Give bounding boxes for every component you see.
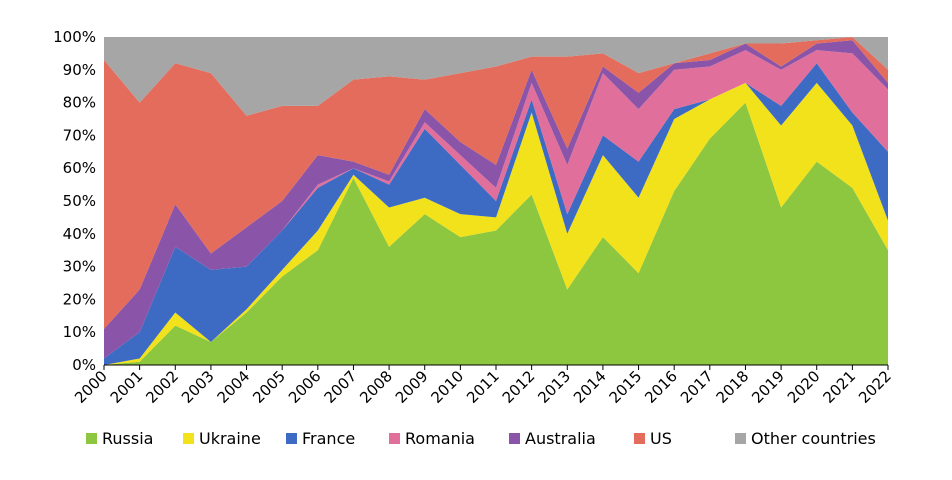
- x-tick-label: 2003: [178, 367, 218, 407]
- x-tick-label: 2011: [463, 367, 503, 407]
- x-tick-label: 2004: [214, 367, 254, 407]
- x-axis-ticks: 2000200120022003200420052006200720082009…: [71, 365, 895, 407]
- legend: Russia Ukraine France Romania Australia US Oth…: [86, 429, 876, 448]
- legend-swatch: [286, 433, 297, 444]
- y-tick-label: 70%: [63, 126, 96, 144]
- legend-swatch: [509, 433, 520, 444]
- legend-item-russia: Russia: [86, 429, 153, 448]
- y-tick-label: 0%: [72, 356, 96, 374]
- x-tick-label: 2015: [606, 367, 646, 407]
- legend-item-france: France: [286, 429, 355, 448]
- x-tick-label: 2012: [499, 367, 539, 407]
- x-tick-label: 2014: [570, 367, 610, 407]
- y-tick-label: 10%: [63, 323, 96, 341]
- legend-item-romania: Romania: [389, 429, 475, 448]
- x-tick-label: 2001: [107, 367, 147, 407]
- x-tick-label: 2002: [142, 367, 182, 407]
- x-tick-label: 2007: [321, 367, 361, 407]
- legend-label: Russia: [102, 429, 153, 448]
- x-tick-label: 2017: [677, 367, 717, 407]
- x-tick-label: 2010: [427, 367, 467, 407]
- x-tick-label: 2019: [748, 367, 788, 407]
- x-tick-label: 2006: [285, 367, 325, 407]
- legend-swatch: [86, 433, 97, 444]
- legend-item-us: US: [634, 429, 672, 448]
- x-tick-label: 2022: [855, 367, 895, 407]
- x-tick-label: 2016: [641, 367, 681, 407]
- y-tick-label: 100%: [53, 28, 96, 46]
- legend-item-ukraine: Ukraine: [183, 429, 261, 448]
- x-tick-label: 2005: [249, 367, 289, 407]
- x-tick-label: 2009: [392, 367, 432, 407]
- area-series-ukraine: [104, 82, 888, 366]
- y-tick-label: 90%: [63, 61, 96, 79]
- y-tick-label: 50%: [63, 192, 96, 210]
- legend-label: Australia: [525, 429, 596, 448]
- x-tick-label: 2013: [534, 367, 574, 407]
- area-series-france: [104, 63, 888, 366]
- legend-item-other-countries: Other countries: [735, 429, 876, 448]
- x-tick-label: 2020: [784, 367, 824, 407]
- legend-item-australia: Australia: [509, 429, 596, 448]
- y-tick-label: 80%: [63, 94, 96, 112]
- legend-label: Ukraine: [199, 429, 261, 448]
- y-tick-label: 20%: [63, 290, 96, 308]
- x-tick-label: 2021: [819, 367, 859, 407]
- y-axis-ticks: 0% 10% 20% 30% 40% 50% 60% 70% 80% 90% 100%: [53, 28, 96, 374]
- area-series-other-countries: [104, 37, 888, 116]
- legend-label: France: [302, 429, 355, 448]
- y-tick-label: 40%: [63, 225, 96, 243]
- area-layer: [104, 37, 888, 366]
- x-tick-label: 2008: [356, 367, 396, 407]
- legend-swatch: [634, 433, 645, 444]
- y-tick-label: 60%: [63, 159, 96, 177]
- y-tick-label: 30%: [63, 258, 96, 276]
- legend-swatch: [183, 433, 194, 444]
- legend-swatch: [389, 433, 400, 444]
- legend-label: US: [650, 429, 672, 448]
- legend-label: Other countries: [751, 429, 876, 448]
- area-series-russia: [104, 102, 888, 365]
- legend-label: Romania: [405, 429, 475, 448]
- x-tick-label: 2018: [713, 367, 753, 407]
- area-series-us: [104, 37, 888, 329]
- legend-swatch: [735, 433, 746, 444]
